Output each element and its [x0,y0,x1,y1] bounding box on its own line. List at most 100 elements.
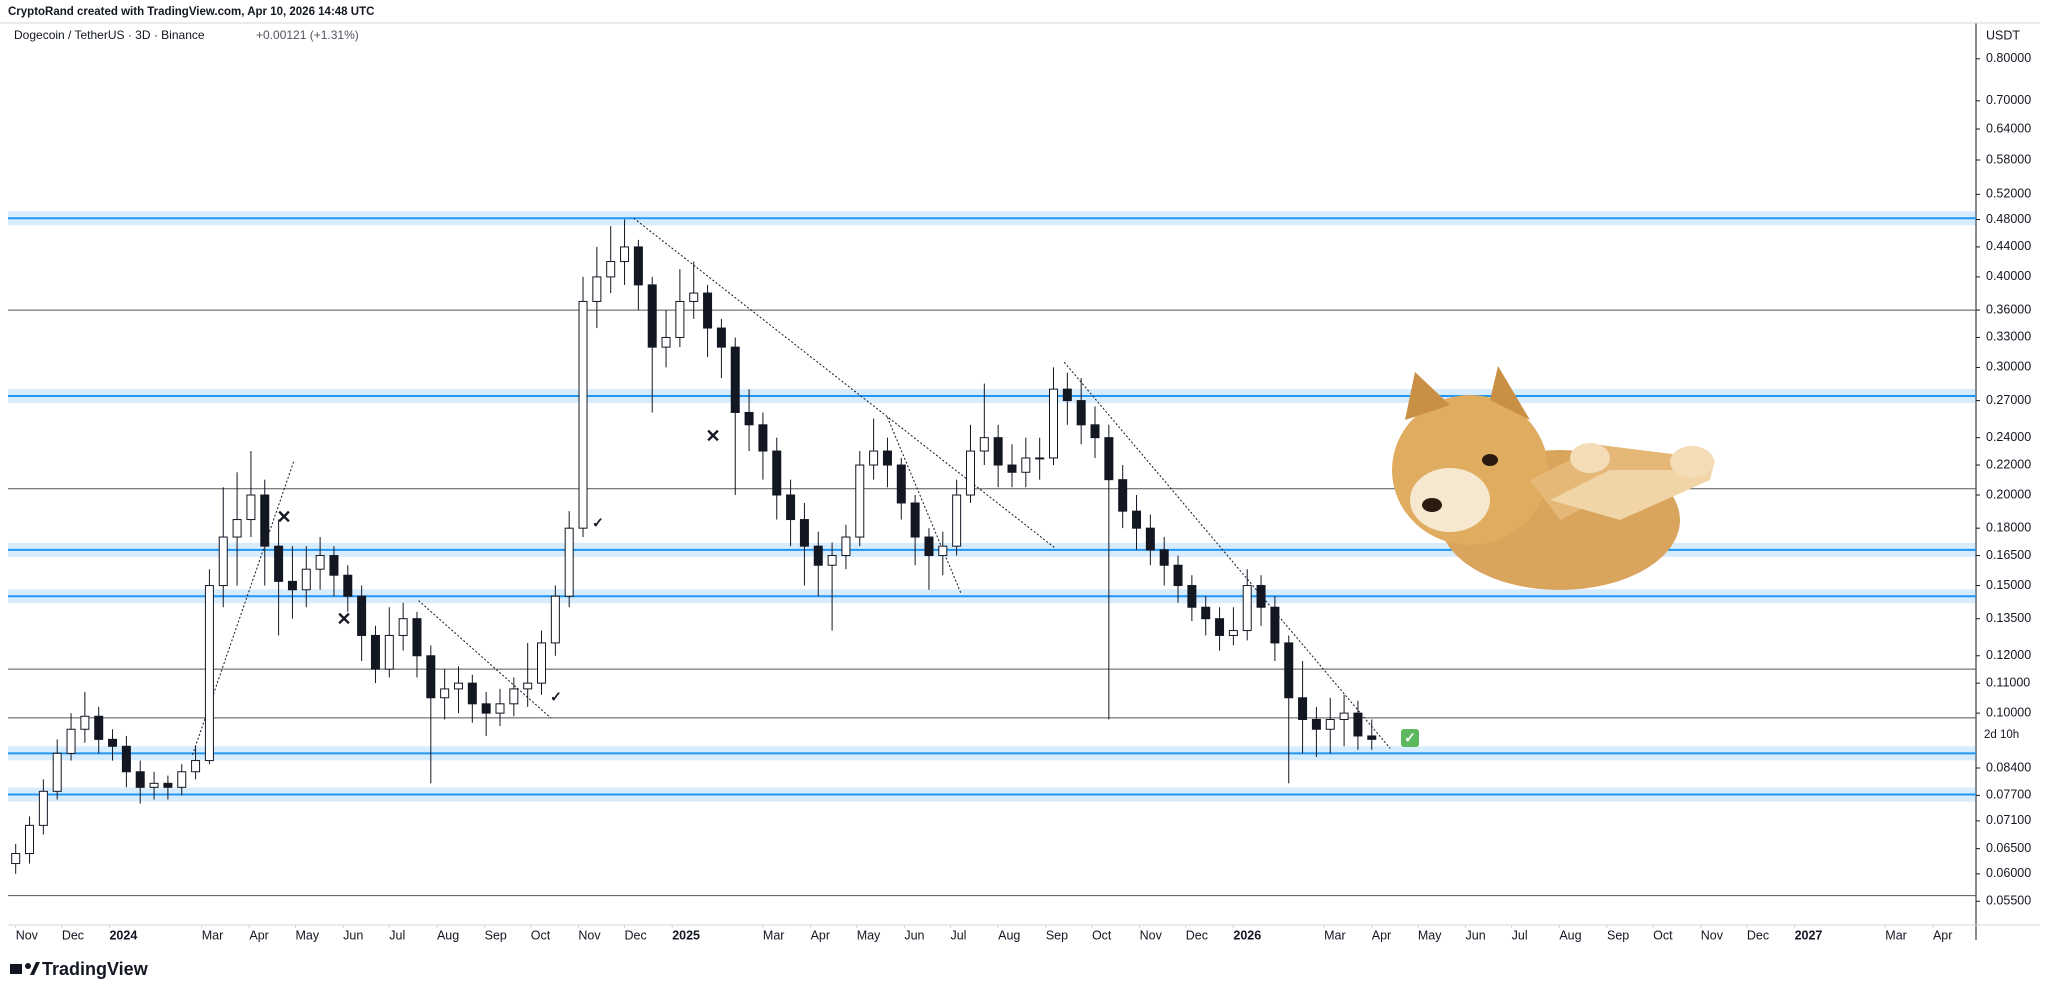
candle [509,677,519,717]
candle [1201,596,1211,636]
candle [758,412,768,480]
x-tick-label: Jul [1512,928,1528,942]
candle-body [1007,464,1017,473]
candle [675,269,685,348]
candle-body [301,568,311,591]
candle [550,585,560,656]
x-tick-label: Mar [202,928,224,942]
candle [121,735,131,788]
candle [979,383,989,466]
candle [744,389,754,452]
candle-body [537,642,547,684]
candle [1215,607,1225,651]
candle [329,546,339,597]
candle-body [80,715,90,730]
candle [343,565,353,612]
price-unit: USDT [1986,28,2020,42]
candle-body [744,411,754,426]
candle [869,418,879,480]
candle [218,487,228,608]
candle [730,337,740,496]
candle [108,729,118,761]
cross-mark: ✕ [336,609,351,629]
candle-body [675,300,685,338]
logo-icon-slash [30,962,40,975]
cross-mark: ✕ [705,426,720,446]
candle-body [786,494,796,521]
candle [1284,635,1294,784]
candle-body [772,450,782,496]
x-tick-label: Apr [1372,928,1391,942]
candle-body [38,790,48,826]
bar-countdown: 2d 10h [1984,729,2019,741]
candle-body [1159,549,1169,566]
candle-body [1353,712,1363,737]
y-tick-label: 0.18000 [1986,520,2031,534]
candle-body [1035,457,1045,460]
y-tick-label: 0.24000 [1986,430,2031,444]
candle-body [689,292,699,302]
x-tick-label: Aug [998,928,1020,942]
y-tick-label: 0.80000 [1986,51,2031,65]
y-tick-label: 0.08400 [1986,760,2031,774]
y-tick-label: 0.33000 [1986,330,2031,344]
candle [716,318,726,379]
y-tick-label: 0.15000 [1986,578,2031,592]
x-tick-label: Aug [437,928,459,942]
price-change: +0.00121 (+1.31%) [256,28,359,42]
x-tick-label: 2025 [672,928,700,942]
candle [80,691,90,743]
x-tick-label: Apr [1933,928,1952,942]
cross-mark: ✕ [276,507,291,527]
y-tick-label: 0.11000 [1986,675,2030,689]
candles-layer [11,219,1377,874]
trend-line [418,600,552,719]
candle-body [952,494,962,547]
candle [135,760,145,804]
candle [1159,537,1169,586]
candle [633,239,643,311]
candle [703,284,713,358]
candle-body [910,502,920,538]
y-tick-label: 0.52000 [1986,187,2031,201]
levels-layer [8,309,1976,897]
zones-layer [8,211,1976,802]
candle [426,645,436,784]
x-tick-label: Apr [249,928,268,942]
candle-body [813,545,823,566]
x-tick-label: May [1418,928,1442,942]
candle-body [1132,510,1142,529]
candle-body [218,536,228,587]
candle [1062,372,1072,425]
x-tick-label: Jun [904,928,924,942]
candle-body [716,327,726,348]
candle [1325,697,1335,754]
candle-body [343,574,353,597]
y-tick-label: 0.30000 [1986,360,2031,374]
candle-body [412,618,422,657]
doge-illustration [1392,366,1715,590]
candle-body [758,424,768,452]
y-tick-label: 0.20000 [1986,487,2031,501]
y-tick-label: 0.10000 [1986,705,2031,719]
candle-body [481,703,491,714]
x-tick-label: Mar [1324,928,1346,942]
candle [620,219,630,285]
candle-body [509,688,519,705]
candle-body [993,437,1003,466]
candle [647,276,657,413]
candle [661,310,671,368]
candle-body [149,782,159,788]
candle-body [315,555,325,570]
candle-body [1076,400,1086,426]
candle-body [1104,437,1114,481]
candle-body [246,494,256,521]
candle [495,688,505,726]
annotation-marks: ✕ ✕ ✕ ✓ ✓ ✓ [276,426,1419,747]
logo-text: TradingView [42,959,149,979]
candle-body [1049,388,1058,459]
candle [246,451,256,538]
check-mark: ✓ [592,515,604,531]
candle [1367,719,1377,750]
